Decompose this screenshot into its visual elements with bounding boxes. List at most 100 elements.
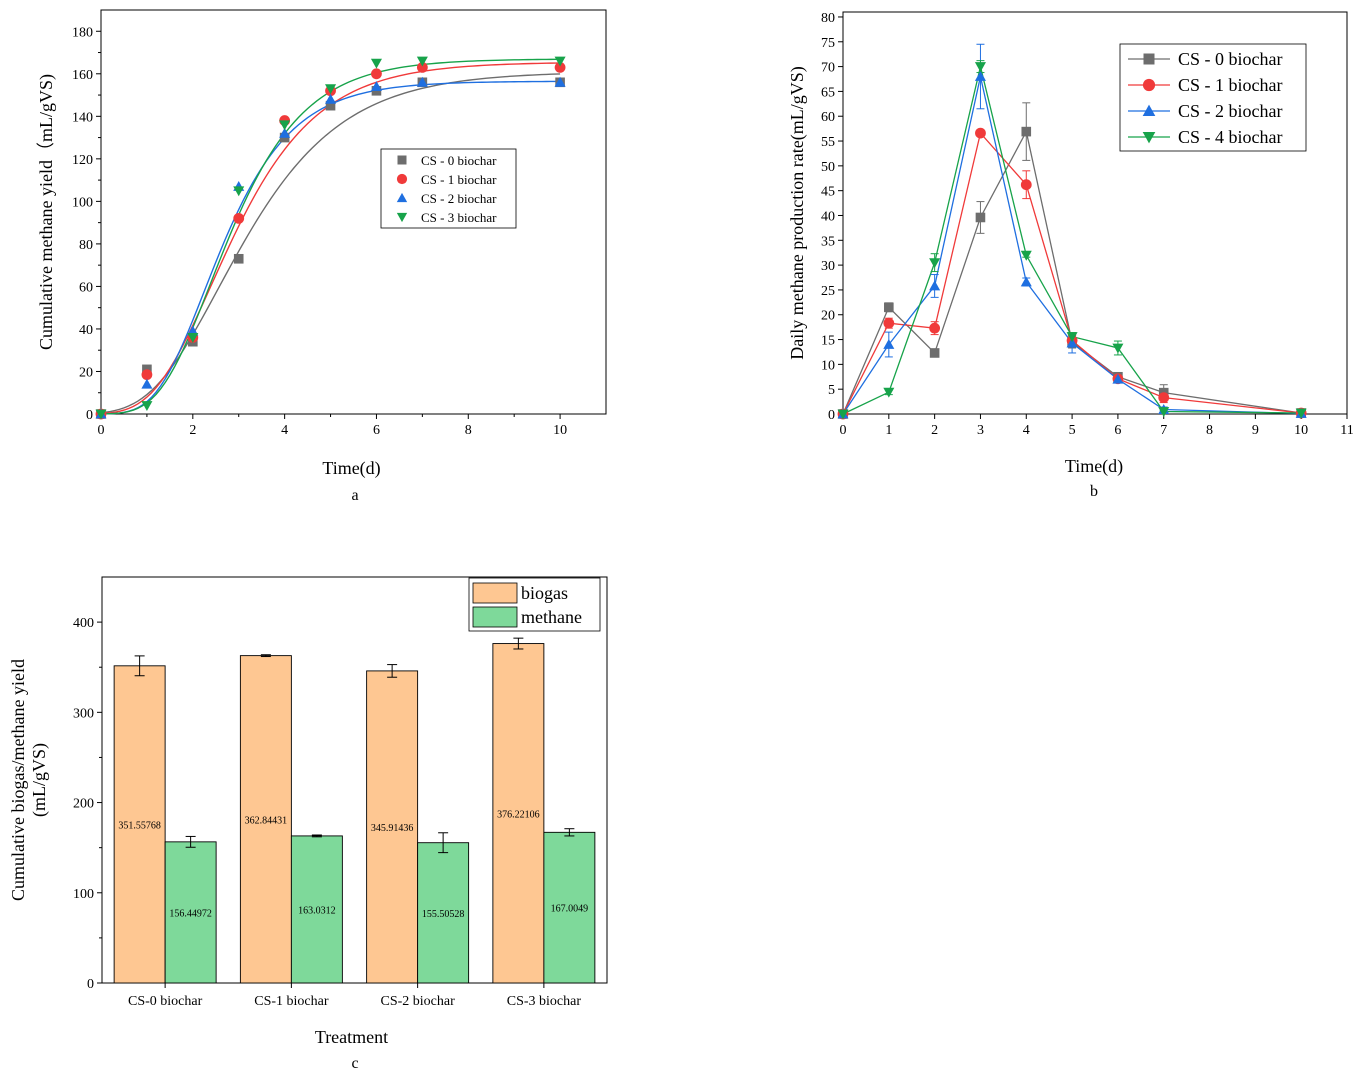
panel-b-y-tick-label: 50 [821, 160, 835, 175]
panel-c-bar-methane [543, 831, 596, 984]
panel-a-letter: a [351, 487, 358, 504]
panel-c-y-tick-label: 0 [87, 977, 94, 992]
panel-a-y-tick-label: 160 [72, 68, 93, 83]
panel-a-point-cs-3-biochar [416, 56, 428, 67]
panel-c-plot-frame [101, 576, 608, 984]
panel-a-point-cs-1-biochar [554, 62, 566, 73]
panel-b-point-cs-4-biochar [883, 387, 895, 398]
panel-a-legend-label: CS - 1 biochar [421, 172, 497, 187]
panel-b-y-tick-label: 45 [821, 185, 835, 200]
panel-c-legend-label: biogas [521, 583, 568, 603]
panel-a-y-tick-label: 0 [86, 408, 93, 423]
panel-b-x-tick-label: 10 [1294, 423, 1308, 438]
panel-b-point-cs-4-biochar [1112, 343, 1124, 354]
panel-b-y-tick-label: 30 [821, 259, 835, 274]
panel-a-point-cs-1-biochar [233, 212, 245, 224]
panel-b-point-cs-1-biochar [975, 127, 986, 139]
panel-b-y-axis-title: Daily methane production rate(mL/gVS) [787, 66, 808, 359]
panel-c-bar-biogas [492, 643, 545, 984]
panel-b-y-tick-label: 35 [821, 234, 835, 249]
panel-c-bar-methane [290, 835, 343, 984]
panel-c-data-label-biogas: 376.22106 [497, 809, 540, 820]
panel-b-point-cs-1-biochar [883, 317, 895, 329]
panel-b-point-cs-4-biochar [974, 62, 986, 73]
panel-a-point-cs-2-biochar [141, 378, 153, 389]
panel-b-legend-label: CS - 4 biochar [1178, 127, 1282, 147]
panel-c-bar-biogas [366, 670, 419, 984]
panel-a-legend-marker-cs-1-biochar [396, 173, 408, 185]
panel-b-y-tick-label: 25 [821, 284, 835, 299]
panel-c-data-label-methane: 167.0049 [551, 904, 589, 915]
panel-b-series-line-cs-1-biochar [842, 131, 1302, 415]
panel-c-y-tick-label: 400 [73, 616, 94, 631]
panel-b-y-tick-label: 60 [821, 110, 835, 125]
panel-a-y-tick-label: 180 [72, 25, 93, 40]
panel-b-legend-marker-cs-4-biochar [1142, 131, 1156, 144]
panel-a-y-tick-label: 40 [79, 323, 93, 338]
panel-c-data-label-biogas: 362.84431 [245, 815, 288, 826]
panel-b-point-cs-4-biochar [1066, 332, 1078, 343]
panel-b-point-cs-2-biochar [1066, 337, 1078, 348]
panel-a-legend-marker-cs-2-biochar [396, 192, 408, 203]
panel-b-y-tick-label: 40 [821, 209, 835, 224]
panel-c-legend-swatch-methane [472, 606, 518, 628]
panel-b-letter: b [1090, 483, 1098, 500]
panel-b-x-tick-label: 8 [1206, 423, 1213, 438]
panel-a-x-axis-title: Time(d) [322, 458, 380, 479]
panel-b-point-cs-1-biochar [1020, 179, 1032, 191]
panel-c-data-label-methane: 156.44972 [169, 908, 212, 919]
panel-b-point-cs-0-biochar [929, 348, 940, 358]
panel-c-biogas-methane-bar-chart: 0 100 200 300 400 CS-0 biochar 351.55768 156.44… [8, 576, 608, 1047]
panel-a-y-tick-label: 80 [79, 238, 93, 253]
panel-c-bar-biogas [239, 655, 292, 984]
panel-a-point-cs-3-biochar [95, 409, 107, 420]
panel-b-plot-frame [842, 11, 1348, 415]
panel-c-bar-methane [417, 842, 470, 984]
panel-c-y-tick-label: 100 [73, 887, 94, 902]
panel-a-cumulative-methane-chart: 0 2 4 6 8 10020406080100120140160180Time(d)Cu… [36, 9, 607, 479]
panel-b-point-cs-2-biochar [1112, 373, 1124, 384]
panel-a-point-cs-1-biochar [371, 68, 382, 80]
panel-b-legend-marker-cs-1-biochar [1142, 78, 1156, 92]
panel-b-point-cs-2-biochar [883, 338, 895, 349]
panel-c-y-axis-title-line2: (mL/gVS) [29, 743, 50, 817]
panel-a-point-cs-3-biochar [554, 56, 566, 67]
panel-a-y-tick-label: 60 [79, 280, 93, 295]
panel-b-x-tick-label: 5 [1069, 423, 1076, 438]
panel-b-y-tick-label: 0 [828, 408, 835, 423]
panel-a-point-cs-2-biochar [370, 81, 382, 91]
panel-b-x-tick-label: 9 [1252, 423, 1259, 438]
panel-c-letter: c [351, 1055, 358, 1072]
panel-b-y-tick-label: 65 [821, 85, 835, 100]
panel-b-x-tick-label: 1 [885, 423, 892, 438]
panel-b-point-cs-4-biochar [1020, 250, 1032, 261]
panel-a-x-tick-label: 0 [98, 423, 105, 438]
panel-a-legend-label: CS - 2 biochar [421, 191, 497, 206]
panel-b-point-cs-4-biochar [837, 409, 849, 420]
panel-c-bar-methane [164, 841, 217, 984]
panel-a-y-tick-label: 120 [72, 153, 93, 168]
panel-a-x-tick-label: 6 [373, 423, 380, 438]
panel-a-point-cs-3-biochar [370, 58, 382, 69]
panel-c-y-axis-title-line1: Cumulative biogas/methane yield [8, 659, 28, 901]
panel-a-y-tick-label: 140 [72, 110, 93, 125]
panel-c-bar-biogas [113, 665, 166, 984]
panel-a-point-cs-3-biochar [233, 186, 245, 197]
panel-b-point-cs-4-biochar [1295, 408, 1307, 419]
panel-c-x-tick-label: CS-3 biochar [507, 994, 582, 1009]
panel-b-x-tick-label: 0 [840, 423, 847, 438]
panel-b-point-cs-4-biochar [929, 258, 941, 269]
panel-c-x-tick-label: CS-1 biochar [254, 994, 329, 1009]
panel-c-x-tick-label: CS-0 biochar [128, 994, 203, 1009]
panel-b-y-tick-label: 80 [821, 11, 835, 26]
panel-b-y-tick-label: 70 [821, 61, 835, 76]
panel-a-point-cs-2-biochar [187, 325, 199, 336]
panel-a-point-cs-2-biochar [416, 76, 428, 87]
panel-b-x-tick-label: 3 [977, 423, 984, 438]
panel-b-legend-label: CS - 1 biochar [1178, 75, 1282, 95]
panel-b-point-cs-0-biochar [884, 302, 894, 313]
panel-a-fit-curve-cs-0-biochar [100, 73, 561, 414]
panel-b-legend-label: CS - 2 biochar [1178, 101, 1282, 121]
panel-a-fit-curve-cs-3-biochar [100, 58, 561, 415]
